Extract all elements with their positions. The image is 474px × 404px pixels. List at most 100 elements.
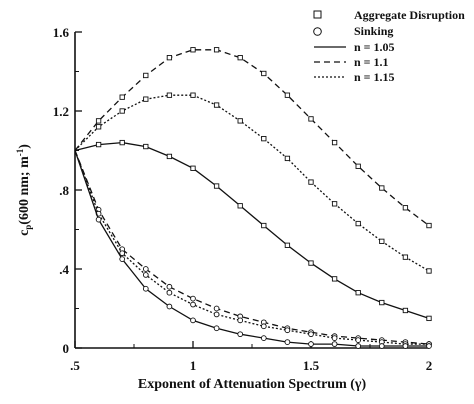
series-0-point-2	[119, 94, 125, 100]
series-5-point-3	[142, 285, 149, 292]
series-1-point-10	[308, 179, 314, 185]
series-line-3	[74, 150, 430, 345]
x-tick-label-2: 1.5	[303, 358, 320, 373]
series-1-point-6	[213, 102, 220, 108]
series-2-point-10	[308, 260, 314, 266]
series-line-5	[74, 150, 429, 347]
series-4-point-2	[119, 250, 126, 257]
series-2-point-7	[237, 203, 243, 209]
series-line-4	[74, 150, 429, 345]
series-4-point-9	[284, 327, 291, 334]
series-0-point-3	[143, 72, 149, 79]
series-4-point-5	[190, 301, 196, 308]
y-tick-label-1: .4	[59, 262, 69, 277]
series-1-point-11	[331, 201, 338, 207]
series-1-point-15	[426, 268, 432, 274]
series-5-point-1	[95, 216, 102, 223]
series-0-point-13	[379, 185, 385, 191]
plot-area: 0 .4 .8 1.2 1.6 .5 1 1.5 2	[53, 25, 433, 373]
series-0-point-11	[331, 139, 338, 146]
y-tick-label-0: 0	[63, 341, 70, 356]
series-1-point-5	[190, 92, 196, 98]
legend-label-n105: n = 1.05	[354, 40, 395, 54]
series-0-point-14	[402, 205, 409, 211]
series-1-point-3	[143, 96, 149, 102]
series-2-point-11	[331, 276, 338, 282]
series-3-point-6	[213, 305, 220, 312]
series-1-point-13	[379, 238, 385, 244]
y-tick-label-3: 1.2	[53, 104, 69, 119]
series-4-point-6	[213, 311, 220, 318]
x-axis-title: Exponent of Attenuation Spectrum (γ)	[138, 377, 367, 392]
series-2-point-2	[119, 139, 125, 146]
series-1-point-4	[166, 92, 173, 98]
series-0-point-5	[190, 47, 196, 53]
series-0-point-7	[237, 55, 243, 61]
series-0-point-15	[426, 222, 432, 229]
y-tick-label-4: 1.6	[53, 25, 70, 40]
series-2-point-5	[190, 165, 196, 171]
series-0-point-8	[261, 70, 267, 77]
series-3-point-5	[190, 295, 196, 302]
series-4-point-10	[308, 331, 314, 338]
series-2-point-12	[355, 290, 361, 296]
series-5-point-14	[402, 343, 409, 349]
legend: Aggregate Disruption Sinking n = 1.05 n …	[313, 8, 465, 84]
series-4-point-11	[331, 335, 338, 341]
series-2-point-6	[213, 183, 220, 189]
y-axis-title: cp(600 nm; m-1)	[15, 144, 33, 236]
series-1-point-8	[261, 135, 267, 142]
series-line-2	[74, 141, 430, 320]
series-0-point-12	[355, 163, 361, 169]
series-5-point-9	[284, 339, 291, 345]
series-line-1	[74, 94, 430, 272]
series-5-point-11	[331, 341, 338, 347]
legend-square-marker	[313, 10, 322, 19]
y-tick-label-2: .8	[59, 183, 69, 198]
series-1-point-12	[355, 220, 361, 227]
series-2-point-13	[379, 299, 385, 306]
series-5-point-4	[166, 303, 173, 310]
series-0-point-10	[308, 116, 314, 122]
series-2-point-1	[95, 141, 102, 148]
series-4-point-8	[260, 323, 267, 330]
series-2-point-3	[143, 143, 149, 150]
legend-label-sinking: Sinking	[354, 24, 393, 38]
series-3-point-4	[166, 283, 173, 290]
legend-circle-marker	[313, 27, 322, 36]
series-5-point-15	[426, 343, 432, 349]
series-4-point-7	[237, 317, 244, 324]
x-tick-label-0: .5	[70, 358, 80, 373]
series-5-point-10	[308, 341, 314, 347]
series-0-point-6	[213, 47, 220, 53]
legend-label-n115: n = 1.15	[354, 70, 395, 84]
series-1-point-9	[284, 155, 291, 162]
series-0-point-1	[95, 118, 102, 124]
series-2-point-14	[402, 307, 409, 314]
series-2-point-8	[261, 222, 267, 229]
series-5-point-8	[260, 335, 267, 341]
x-tick-label-3: 2	[426, 358, 433, 373]
series-3-point-3	[142, 266, 149, 272]
series-5-point-12	[355, 343, 362, 349]
series-5-point-7	[237, 331, 244, 338]
legend-label-aggregate-disruption: Aggregate Disruption	[354, 8, 465, 22]
series-5-point-6	[213, 325, 220, 332]
series-5-point-5	[190, 317, 196, 324]
series-1-point-2	[119, 108, 125, 114]
series-4-point-12	[355, 337, 362, 343]
series-1-point-14	[402, 254, 409, 260]
series-4-point-4	[166, 289, 173, 296]
x-tick-label-1: 1	[190, 358, 197, 373]
series-0-point-9	[284, 92, 291, 98]
series-5-point-13	[378, 343, 385, 349]
series-4-point-3	[142, 272, 149, 278]
series-0-point-4	[166, 55, 173, 61]
series-1-point-1	[95, 124, 102, 130]
series-5-point-2	[119, 256, 126, 262]
series-1-point-7	[237, 118, 243, 124]
series-2-point-9	[284, 242, 291, 248]
series-2-point-15	[426, 315, 432, 322]
series-2-point-4	[166, 153, 173, 160]
